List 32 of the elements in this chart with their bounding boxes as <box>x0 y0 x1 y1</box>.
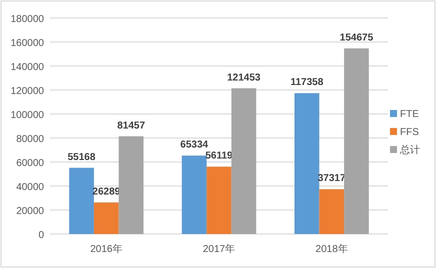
y-tick-label: 100000 <box>10 110 44 121</box>
x-tick-label: 2016年 <box>90 243 122 255</box>
y-tick-label: 80000 <box>16 134 44 145</box>
bar <box>294 93 320 234</box>
y-tick-label: 160000 <box>10 38 44 49</box>
data-label: 117358 <box>290 77 324 88</box>
data-label: 121453 <box>227 72 261 84</box>
data-label: 55168 <box>68 152 96 163</box>
data-label: 154675 <box>340 32 374 44</box>
legend-label: FFS <box>400 127 420 138</box>
y-tick-label: 140000 <box>10 62 44 73</box>
data-label: 81457 <box>117 120 146 132</box>
bar <box>231 88 256 234</box>
bar <box>69 168 94 234</box>
y-tick-label: 180000 <box>10 14 44 25</box>
y-tick-label: 120000 <box>10 86 44 97</box>
bar <box>319 189 344 234</box>
legend-label: FTE <box>400 109 420 120</box>
bar <box>94 202 119 234</box>
legend-label: 总计 <box>399 144 420 156</box>
bar <box>118 136 144 234</box>
bar <box>344 48 369 234</box>
y-tick-label: 0 <box>38 230 44 241</box>
y-tick-label: 60000 <box>16 158 44 169</box>
data-label: 56119 <box>205 150 234 162</box>
x-tick-label: 2017年 <box>202 243 236 255</box>
y-tick-label: 40000 <box>16 182 44 193</box>
x-tick-label: 2018年 <box>316 243 348 255</box>
data-label: 65334 <box>180 140 209 151</box>
bar <box>206 166 232 234</box>
bar <box>182 156 207 234</box>
y-tick-label: 20000 <box>16 206 44 217</box>
